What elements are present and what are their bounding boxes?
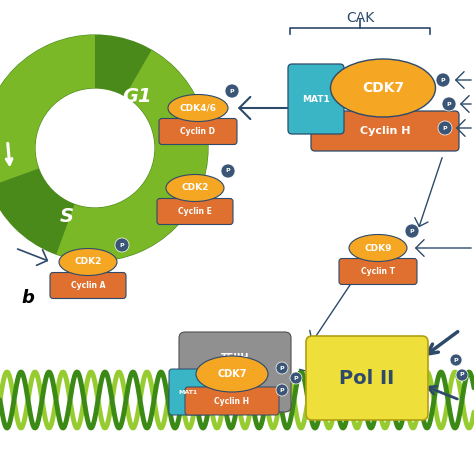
- Ellipse shape: [168, 94, 228, 121]
- Circle shape: [290, 372, 302, 384]
- FancyBboxPatch shape: [169, 369, 207, 415]
- Circle shape: [115, 238, 129, 252]
- Ellipse shape: [349, 235, 407, 262]
- Text: P: P: [280, 365, 284, 371]
- Circle shape: [225, 84, 239, 98]
- Text: P: P: [410, 228, 414, 234]
- FancyBboxPatch shape: [311, 111, 459, 151]
- Circle shape: [456, 369, 468, 381]
- Text: Cyclin D: Cyclin D: [181, 127, 216, 136]
- Circle shape: [442, 97, 456, 111]
- Text: P: P: [294, 375, 298, 381]
- Text: G1: G1: [122, 86, 152, 106]
- Text: Pol II: Pol II: [339, 368, 395, 388]
- Text: CDK2: CDK2: [74, 257, 102, 266]
- FancyBboxPatch shape: [179, 332, 291, 412]
- Text: P: P: [120, 243, 124, 247]
- Circle shape: [276, 362, 288, 374]
- FancyBboxPatch shape: [339, 258, 417, 284]
- Text: CAK: CAK: [346, 11, 374, 25]
- Circle shape: [450, 354, 462, 366]
- Wedge shape: [0, 35, 95, 187]
- Circle shape: [405, 224, 419, 238]
- Wedge shape: [0, 33, 210, 263]
- FancyBboxPatch shape: [306, 336, 428, 420]
- Text: MAT1: MAT1: [302, 94, 330, 103]
- Text: P: P: [230, 89, 234, 93]
- Text: Cyclin H: Cyclin H: [214, 396, 250, 405]
- Text: P: P: [441, 78, 445, 82]
- Text: Cyclin E: Cyclin E: [178, 207, 212, 216]
- Circle shape: [438, 121, 452, 135]
- Text: b: b: [21, 289, 35, 307]
- Ellipse shape: [330, 59, 436, 117]
- Text: Cyclin T: Cyclin T: [361, 267, 395, 276]
- Text: CDK2: CDK2: [182, 183, 209, 192]
- Ellipse shape: [59, 248, 117, 275]
- Text: S: S: [60, 207, 74, 226]
- FancyBboxPatch shape: [185, 387, 279, 415]
- FancyBboxPatch shape: [159, 118, 237, 145]
- FancyBboxPatch shape: [288, 64, 344, 134]
- Text: CDK7: CDK7: [362, 81, 404, 95]
- Text: CDK4/6: CDK4/6: [180, 103, 217, 112]
- Text: MAT1: MAT1: [178, 390, 198, 394]
- Circle shape: [436, 73, 450, 87]
- Text: P: P: [226, 168, 230, 173]
- Text: Cyclin H: Cyclin H: [360, 126, 410, 136]
- Text: Cyclin A: Cyclin A: [71, 281, 105, 290]
- Text: P: P: [443, 126, 447, 130]
- Text: P: P: [280, 388, 284, 392]
- Text: CDK9: CDK9: [364, 244, 392, 253]
- Circle shape: [221, 164, 235, 178]
- Circle shape: [276, 384, 288, 396]
- Text: P: P: [454, 357, 458, 363]
- FancyBboxPatch shape: [50, 273, 126, 299]
- FancyBboxPatch shape: [157, 199, 233, 225]
- Text: P: P: [460, 373, 465, 377]
- Text: P: P: [447, 101, 451, 107]
- Text: TFIIH: TFIIH: [221, 353, 249, 363]
- Text: CDK7: CDK7: [217, 369, 247, 379]
- Ellipse shape: [166, 174, 224, 201]
- Ellipse shape: [196, 356, 268, 392]
- Wedge shape: [56, 50, 208, 261]
